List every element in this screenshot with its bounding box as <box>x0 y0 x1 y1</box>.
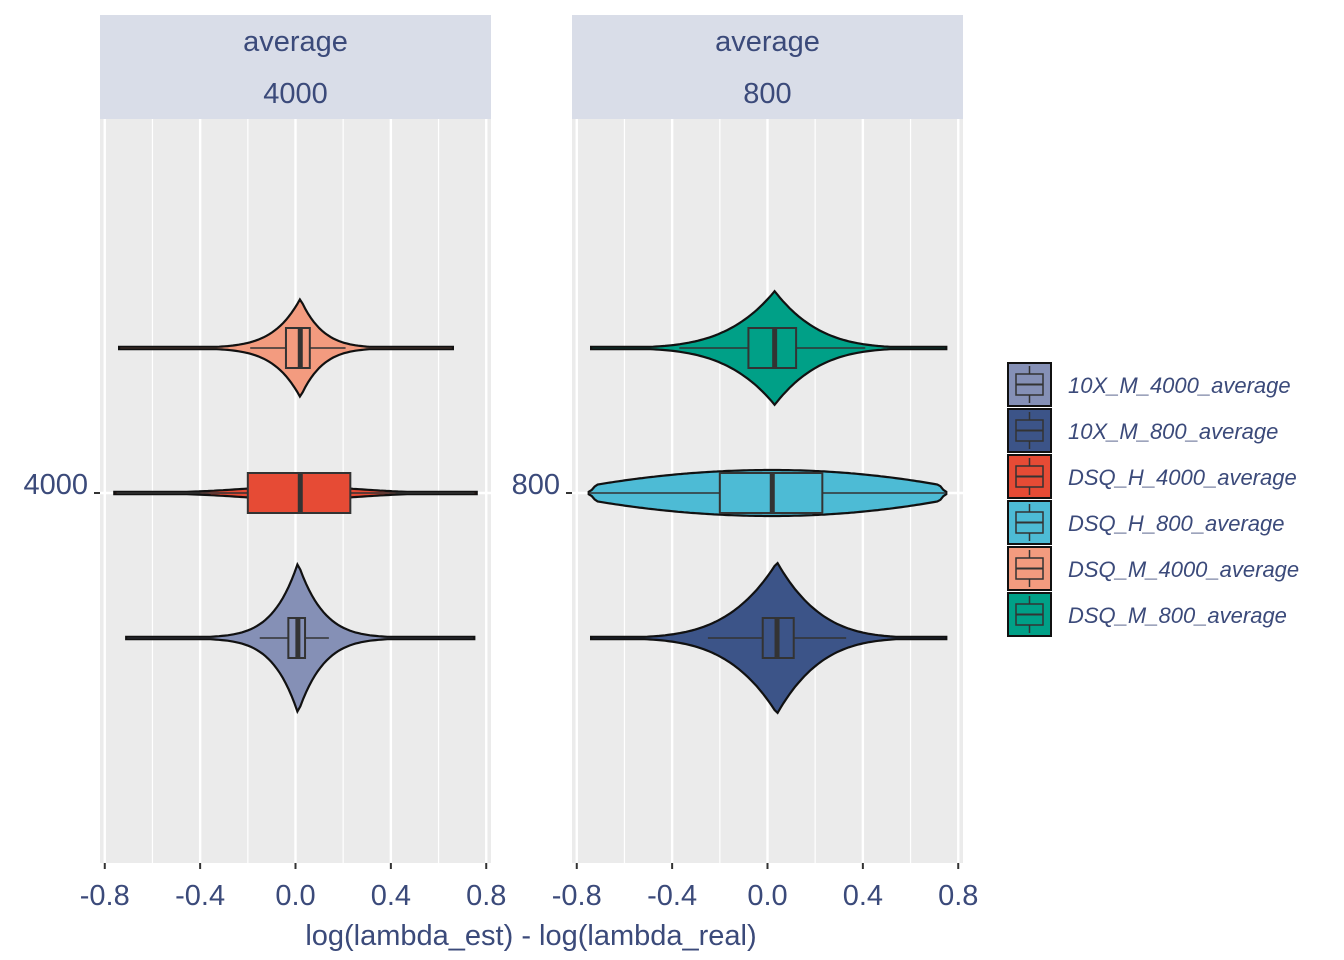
x-tick-label: -0.8 <box>552 880 602 912</box>
legend-item: 10X_M_800_average <box>1007 408 1278 453</box>
y-tick-label: 4000 <box>23 469 88 501</box>
facet-strip-label: average <box>243 26 348 58</box>
facet-strip <box>572 15 963 119</box>
x-tick-label: -0.4 <box>647 880 697 912</box>
x-tick-label: 0.8 <box>938 880 978 912</box>
legend-label: DSQ_H_4000_average <box>1068 465 1297 490</box>
violin-DSQ_H_4000_average <box>113 472 478 514</box>
legend-label: DSQ_H_800_average <box>1068 511 1284 536</box>
x-axis-title: log(lambda_est) - log(lambda_real) <box>305 920 756 952</box>
x-tick-label: -0.4 <box>175 880 225 912</box>
facet-panel: average 800 -0.8 -0.4 0.0 0.4 0.8 800 <box>512 15 978 912</box>
x-tick-label: 0.8 <box>466 880 506 912</box>
legend-label: 10X_M_800_average <box>1068 419 1278 444</box>
legend-item: DSQ_H_4000_average <box>1007 454 1297 499</box>
x-tick-label: 0.0 <box>747 880 787 912</box>
facet-panel: average 4000 -0.8 -0.4 0.0 0.4 0.8 4000 <box>23 15 506 912</box>
legend-item: DSQ_M_800_average <box>1007 592 1287 637</box>
facet-strip-label: 800 <box>743 78 791 110</box>
legend-label: DSQ_M_800_average <box>1068 603 1287 628</box>
legend: 10X_M_4000_average 10X_M_800_average DSQ_H… <box>1007 362 1299 637</box>
x-tick-label: 0.4 <box>371 880 411 912</box>
facet-strip <box>100 15 491 119</box>
violin-10X_M_800_average <box>590 561 948 715</box>
y-tick-label: 800 <box>512 469 560 501</box>
legend-label: DSQ_M_4000_average <box>1068 557 1299 582</box>
facet-panels: average 4000 -0.8 -0.4 0.0 0.4 0.8 4000 average 8… <box>23 15 978 912</box>
legend-label: 10X_M_4000_average <box>1068 373 1291 398</box>
legend-item: 10X_M_4000_average <box>1007 362 1291 407</box>
facet-strip-label: 4000 <box>263 78 328 110</box>
facet-strip-label: average <box>715 26 820 58</box>
violin-DSQ_M_800_average <box>590 289 948 407</box>
legend-item: DSQ_H_800_average <box>1007 500 1284 545</box>
violin-DSQ_M_4000_average <box>118 297 454 399</box>
legend-item: DSQ_M_4000_average <box>1007 546 1299 591</box>
violin-DSQ_H_800_average <box>587 468 948 518</box>
x-tick-label: 0.0 <box>275 880 315 912</box>
x-tick-label: -0.8 <box>80 880 130 912</box>
x-tick-label: 0.4 <box>843 880 883 912</box>
violin-10X_M_4000_average <box>125 561 476 715</box>
